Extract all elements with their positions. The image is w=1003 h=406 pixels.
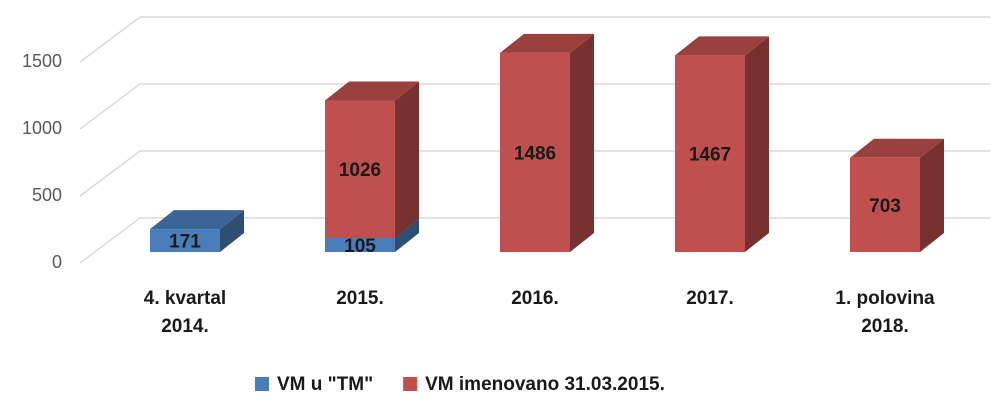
x-tick-label: 1. polovina 2018. bbox=[835, 288, 935, 337]
bar-top bbox=[500, 33, 594, 53]
bar bbox=[325, 81, 419, 238]
bar bbox=[500, 33, 594, 252]
x-tick-label: 4. kvartal 2014. bbox=[143, 288, 227, 337]
bar-side bbox=[920, 138, 944, 252]
data-label: 703 bbox=[869, 196, 901, 217]
grid-line bbox=[79, 16, 990, 63]
bar-side bbox=[745, 36, 769, 253]
bar-side bbox=[220, 210, 244, 252]
bar bbox=[850, 138, 944, 252]
bar-side bbox=[395, 218, 419, 252]
bar-front bbox=[325, 237, 395, 252]
y-tick-label: 500 bbox=[32, 185, 62, 205]
data-label: 171 bbox=[169, 232, 201, 253]
bar bbox=[150, 210, 244, 252]
bar bbox=[675, 36, 769, 253]
y-tick-label: 0 bbox=[52, 252, 62, 272]
y-tick-label: 1500 bbox=[22, 51, 62, 71]
bar-side bbox=[395, 81, 419, 238]
bar-front bbox=[850, 157, 920, 252]
data-label: 1486 bbox=[514, 143, 556, 164]
bar-top bbox=[850, 138, 944, 158]
bar-front bbox=[675, 55, 745, 253]
bar-side bbox=[570, 33, 594, 252]
data-label: 1467 bbox=[689, 145, 731, 166]
legend-label: VM imenovano 31.03.2015. bbox=[425, 374, 665, 395]
bar-top bbox=[150, 210, 244, 230]
data-label: 105 bbox=[344, 236, 376, 257]
bar-top bbox=[325, 81, 419, 101]
legend-swatch bbox=[403, 377, 418, 391]
bar-top bbox=[675, 36, 769, 56]
bar-front bbox=[500, 52, 570, 252]
x-tick-label: 2017. bbox=[686, 288, 734, 309]
legend-label: VM u "TM" bbox=[277, 374, 373, 395]
x-tick-label: 2016. bbox=[511, 288, 559, 309]
bar-front bbox=[150, 229, 220, 252]
x-tick-label: 2015. bbox=[336, 288, 384, 309]
bar-front bbox=[325, 100, 395, 238]
data-label: 1026 bbox=[339, 160, 381, 181]
y-tick-label: 1000 bbox=[22, 118, 62, 138]
legend-swatch bbox=[255, 377, 269, 391]
